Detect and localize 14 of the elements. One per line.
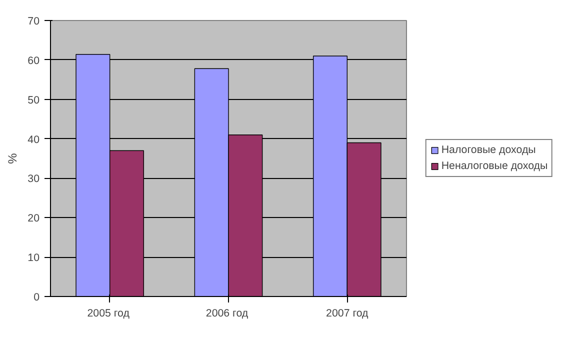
- y-tick-label: 30: [28, 173, 40, 186]
- x-tick-label: 2006 год: [206, 308, 249, 320]
- x-tick-label: 2005 год: [87, 308, 130, 320]
- y-tick-label: 70: [28, 16, 40, 28]
- y-axis-title: %: [6, 152, 20, 164]
- y-tick-label: 50: [28, 94, 40, 106]
- x-tick-label: 2007 год: [326, 308, 370, 320]
- y-tick-label: 40: [28, 134, 40, 146]
- y-tick-label: 60: [28, 54, 40, 67]
- legend-label: Налоговые доходы: [441, 144, 536, 156]
- y-tick-label: 20: [28, 212, 40, 225]
- legend-label: Неналоговые доходы: [441, 160, 548, 172]
- y-tick-label: 0: [34, 292, 40, 304]
- y-tick-label: 10: [28, 252, 40, 264]
